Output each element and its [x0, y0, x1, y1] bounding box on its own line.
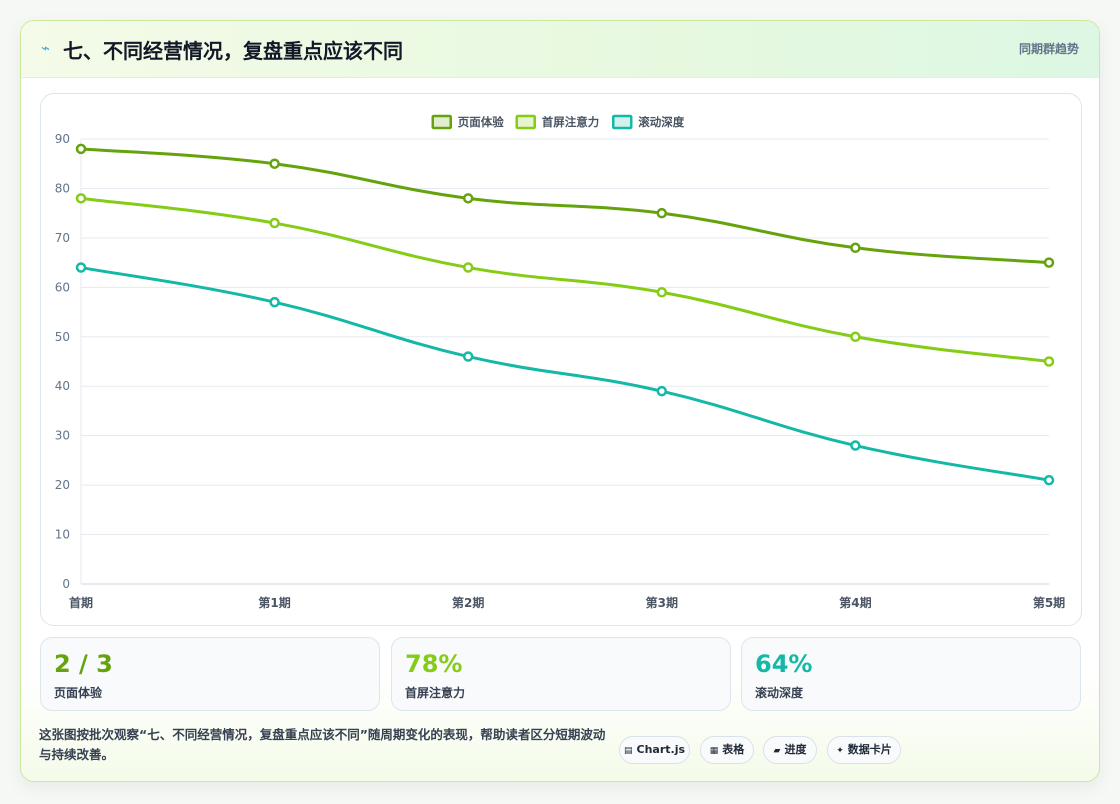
legend-label: 滚动深度 [638, 115, 684, 129]
data-point [462, 351, 474, 362]
x-tick-label: 第1期 [258, 595, 290, 610]
chart-panel: 0 10 20 30 40 50 60 70 80 90 首期 第1期 第2期 第3期 第4期 第5期 页面体验… [40, 93, 1082, 626]
pill-label: 表格 [722, 743, 745, 756]
x-tick-label: 第3期 [646, 595, 678, 610]
y-tick-label: 40 [55, 379, 70, 393]
data-point [269, 217, 280, 229]
pill-label: Chart.js [636, 743, 686, 756]
chart-icon: ▤ [623, 746, 633, 756]
page-title: 七、不同经营情况，复盘重点应该不同 [63, 39, 403, 63]
pill-data-card[interactable]: ✦ 数据卡片 [827, 736, 901, 764]
stat-card-page-experience: 2 / 3 页面体验 [40, 637, 380, 711]
y-tick-label: 20 [55, 478, 70, 492]
card-header: ⌁ 七、不同经营情况，复盘重点应该不同 同期群趋势 [21, 21, 1099, 78]
data-point [850, 331, 861, 343]
x-tick-label: 第2期 [452, 595, 484, 610]
y-tick-label: 10 [55, 528, 70, 542]
lightning-icon: ⌁ [41, 39, 51, 57]
y-tick-label: 50 [55, 330, 70, 344]
data-point [75, 262, 87, 273]
stat-label: 滚动深度 [755, 686, 804, 700]
data-point [656, 287, 668, 298]
data-point [269, 296, 280, 308]
pill-chartjs[interactable]: ▤ Chart.js [619, 736, 690, 764]
pill-table[interactable]: ▦ 表格 [700, 736, 754, 764]
header-badge: 同期群趋势 [1018, 42, 1079, 56]
stat-label: 首屏注意力 [405, 686, 466, 700]
stat-card-first-screen: 78% 首屏注意力 [391, 637, 731, 711]
data-point [75, 193, 87, 204]
data-point [269, 158, 280, 169]
stat-card-scroll-depth: 64% 滚动深度 [741, 637, 1081, 711]
progress-icon: ▰ [773, 746, 781, 756]
stat-label: 页面体验 [54, 686, 103, 700]
y-tick-label: 60 [55, 280, 70, 294]
stat-value: 2 / 3 [54, 650, 113, 678]
line-chart: 0 10 20 30 40 50 60 70 80 90 首期 第1期 第2期 第3期 第4期 第5期 页面体验… [55, 114, 1065, 610]
x-tick-label: 第5期 [1033, 595, 1065, 610]
sparkle-icon: ✦ [836, 746, 844, 756]
footer-description: 这张图按批次观察“七、不同经营情况，复盘重点应该不同”随周期变化的表现，帮助读者… [39, 727, 606, 762]
pill-label: 进度 [784, 743, 807, 756]
y-tick-label: 90 [55, 132, 70, 146]
x-tick-label: 首期 [69, 595, 93, 610]
series-line-3 [79, 266, 1051, 482]
legend-swatch [431, 114, 452, 130]
chart-card: ⌁ 七、不同经营情况，复盘重点应该不同 同期群趋势 0 10 20 30 40 50 60 7… [20, 20, 1100, 782]
series-line-1 [79, 147, 1051, 265]
data-point [656, 385, 668, 397]
x-tick-label: 第4期 [839, 595, 871, 610]
y-tick-label: 30 [55, 429, 70, 443]
data-point [1043, 257, 1055, 268]
data-point [850, 440, 861, 451]
data-point [462, 262, 474, 273]
legend-label: 首屏注意力 [542, 115, 600, 129]
data-point [850, 242, 861, 254]
data-point [462, 193, 474, 204]
pill-label: 数据卡片 [847, 743, 892, 756]
stat-value: 64% [755, 650, 813, 678]
data-point [1043, 474, 1055, 486]
legend-swatch [515, 114, 536, 130]
table-icon: ▦ [709, 746, 719, 756]
data-point [1043, 356, 1055, 367]
y-tick-label: 0 [62, 577, 70, 591]
legend-label: 页面体验 [458, 115, 504, 129]
series-line-2 [79, 196, 1051, 363]
stat-value: 78% [405, 650, 463, 678]
data-point [656, 207, 668, 219]
legend-swatch [612, 114, 633, 130]
data-point [75, 143, 87, 155]
y-tick-label: 70 [55, 231, 70, 245]
pill-progress[interactable]: ▰ 进度 [763, 736, 817, 764]
y-tick-label: 80 [55, 181, 70, 195]
